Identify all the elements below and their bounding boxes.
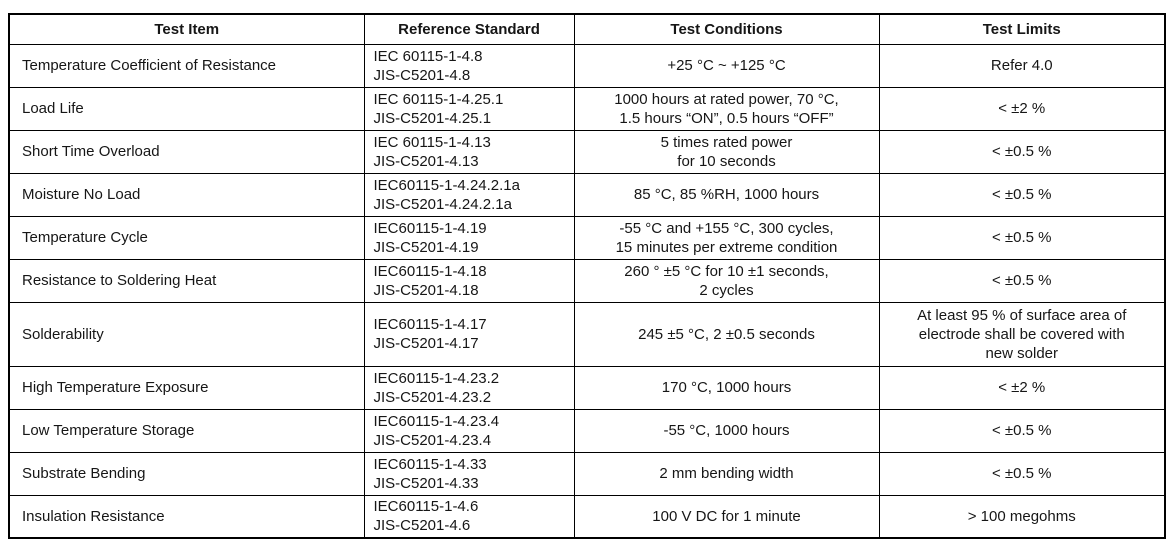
reference-standard-cell: IEC60115-1-4.18 JIS-C5201-4.18 [363, 258, 575, 303]
test-conditions-cell: 245 ±5 °C, 2 ±0.5 seconds [573, 301, 880, 367]
table-row: Solderability IEC60115-1-4.17 JIS-C5201-… [8, 301, 1166, 367]
table-row: Resistance to Soldering Heat IEC60115-1-… [8, 258, 1166, 303]
test-limits-cell: < ±0.5 % [878, 258, 1166, 303]
reference-standard-cell: IEC 60115-1-4.25.1 JIS-C5201-4.25.1 [363, 86, 575, 131]
qualification-test-table: Test Item Reference Standard Test Condit… [8, 13, 1166, 539]
test-limits-cell: < ±0.5 % [878, 451, 1166, 496]
test-limits-cell: Refer 4.0 [878, 43, 1166, 88]
test-limits-cell: < ±0.5 % [878, 172, 1166, 217]
test-limits-cell: > 100 megohms [878, 494, 1166, 539]
table-row: Moisture No Load IEC60115-1-4.24.2.1a JI… [8, 172, 1166, 217]
test-item-cell: Solderability [8, 301, 365, 367]
test-item-cell: Moisture No Load [8, 172, 365, 217]
test-conditions-cell: 5 times rated power for 10 seconds [573, 129, 880, 174]
test-limits-cell: At least 95 % of surface area of electro… [878, 301, 1166, 367]
table-row: Short Time Overload IEC 60115-1-4.13 JIS… [8, 129, 1166, 174]
test-conditions-cell: +25 °C ~ +125 °C [573, 43, 880, 88]
table-row: Insulation Resistance IEC60115-1-4.6 JIS… [8, 494, 1166, 539]
table-row: Low Temperature Storage IEC60115-1-4.23.… [8, 408, 1166, 453]
test-limits-cell: < ±0.5 % [878, 129, 1166, 174]
test-limits-cell: < ±0.5 % [878, 215, 1166, 260]
table-row: Temperature Coefficient of Resistance IE… [8, 43, 1166, 88]
reference-standard-cell: IEC60115-1-4.23.2 JIS-C5201-4.23.2 [363, 365, 575, 410]
reference-standard-cell: IEC60115-1-4.19 JIS-C5201-4.19 [363, 215, 575, 260]
reference-standard-cell: IEC60115-1-4.23.4 JIS-C5201-4.23.4 [363, 408, 575, 453]
test-limits-cell: < ±2 % [878, 86, 1166, 131]
reference-standard-cell: IEC60115-1-4.17 JIS-C5201-4.17 [363, 301, 575, 367]
test-conditions-cell: 1000 hours at rated power, 70 °C, 1.5 ho… [573, 86, 880, 131]
table-row: Substrate Bending IEC60115-1-4.33 JIS-C5… [8, 451, 1166, 496]
test-item-cell: Short Time Overload [8, 129, 365, 174]
column-header-test-limits: Test Limits [878, 13, 1166, 45]
test-conditions-cell: 85 °C, 85 %RH, 1000 hours [573, 172, 880, 217]
reference-standard-cell: IEC 60115-1-4.13 JIS-C5201-4.13 [363, 129, 575, 174]
reference-standard-cell: IEC 60115-1-4.8 JIS-C5201-4.8 [363, 43, 575, 88]
test-item-cell: Low Temperature Storage [8, 408, 365, 453]
test-conditions-cell: 100 V DC for 1 minute [573, 494, 880, 539]
column-header-test-conditions: Test Conditions [573, 13, 880, 45]
test-conditions-cell: -55 °C, 1000 hours [573, 408, 880, 453]
table-row: High Temperature Exposure IEC60115-1-4.2… [8, 365, 1166, 410]
table-row: Load Life IEC 60115-1-4.25.1 JIS-C5201-4… [8, 86, 1166, 131]
test-limits-cell: < ±2 % [878, 365, 1166, 410]
test-item-cell: Insulation Resistance [8, 494, 365, 539]
test-item-cell: Resistance to Soldering Heat [8, 258, 365, 303]
test-item-cell: Temperature Cycle [8, 215, 365, 260]
reference-standard-cell: IEC60115-1-4.33 JIS-C5201-4.33 [363, 451, 575, 496]
test-item-cell: Temperature Coefficient of Resistance [8, 43, 365, 88]
test-conditions-cell: 170 °C, 1000 hours [573, 365, 880, 410]
column-header-test-item: Test Item [8, 13, 365, 45]
test-item-cell: Substrate Bending [8, 451, 365, 496]
header-row: Test Item Reference Standard Test Condit… [8, 13, 1166, 45]
test-conditions-cell: -55 °C and +155 °C, 300 cycles, 15 minut… [573, 215, 880, 260]
test-conditions-cell: 2 mm bending width [573, 451, 880, 496]
test-item-cell: High Temperature Exposure [8, 365, 365, 410]
test-conditions-cell: 260 ° ±5 °C for 10 ±1 seconds, 2 cycles [573, 258, 880, 303]
reference-standard-cell: IEC60115-1-4.6 JIS-C5201-4.6 [363, 494, 575, 539]
test-item-cell: Load Life [8, 86, 365, 131]
column-header-reference-standard: Reference Standard [363, 13, 575, 45]
table-row: Temperature Cycle IEC60115-1-4.19 JIS-C5… [8, 215, 1166, 260]
test-limits-cell: < ±0.5 % [878, 408, 1166, 453]
reference-standard-cell: IEC60115-1-4.24.2.1a JIS-C5201-4.24.2.1a [363, 172, 575, 217]
